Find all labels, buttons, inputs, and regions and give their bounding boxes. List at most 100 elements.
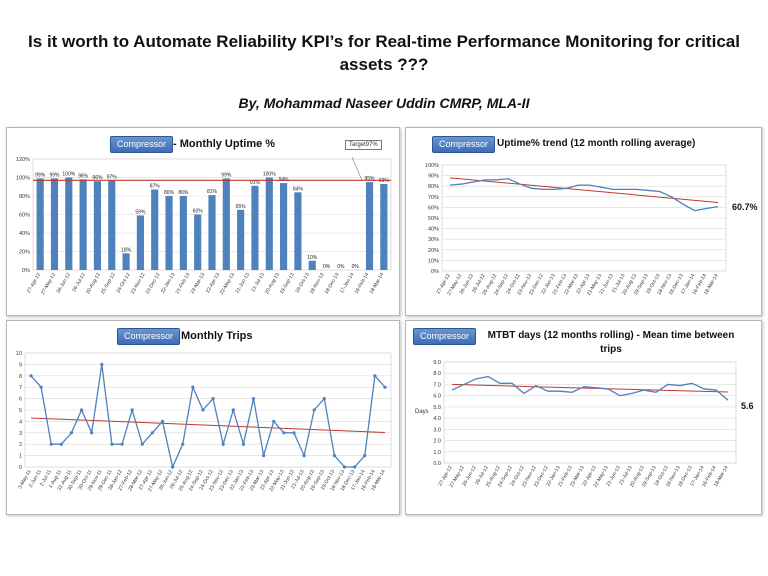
bar-data-label: 84% [293, 186, 304, 192]
uptime-bar [179, 196, 187, 270]
bar-data-label: 18% [121, 247, 132, 253]
data-point [201, 408, 205, 412]
y-tick-label: 8 [19, 374, 22, 380]
data-point [29, 374, 33, 378]
x-tick-label: 18-Mar-14 [369, 272, 386, 295]
y-tick-label: 0% [22, 268, 30, 274]
mtbt-line-chart: 0.01.02.03.04.05.06.07.08.09.027-Apr-122… [433, 360, 737, 489]
trend-line [30, 417, 386, 433]
y-tick-label: 0.0 [433, 461, 441, 467]
data-point [211, 397, 215, 401]
y-tick-label: 120% [16, 157, 30, 163]
uptime-bar [380, 183, 388, 270]
bar-data-label: 95% [365, 176, 376, 182]
data-point [383, 385, 387, 389]
uptime-chart-panel: 0% 20% 40% 60% 80% 100% 120% 99% 99% 100% 98% 96% 97… [6, 127, 400, 316]
compressor-tag: Compressor [110, 136, 174, 153]
data-point [140, 442, 144, 446]
x-tick-label: 27-Apr-12 [26, 272, 42, 294]
y-tick-label: 0 [19, 465, 22, 471]
y-tick-label: 9 [19, 362, 22, 368]
bar-data-label: 99% [49, 172, 60, 178]
uptime-bar [194, 214, 202, 270]
data-point [363, 454, 367, 458]
y-tick-label: 40% [428, 227, 439, 233]
uptime-bar [122, 253, 130, 270]
data-point [353, 465, 357, 469]
uptime-bar [294, 192, 302, 270]
y-tick-label: 80% [428, 184, 439, 190]
x-tick-label: 26-Jun-12 [56, 272, 73, 295]
trend-line [451, 383, 729, 393]
uptime-bar [280, 183, 288, 270]
data-point [59, 442, 63, 446]
data-point [69, 431, 74, 435]
y-tick-label: 20% [19, 250, 30, 256]
data-point [221, 442, 225, 446]
data-point [130, 408, 134, 412]
bar-data-label: 0% [352, 264, 360, 270]
data-point [49, 442, 53, 446]
x-tick-label: 22-Apr-13 [205, 272, 221, 294]
y-tick-label: 1 [19, 454, 22, 460]
y-tick-label: 90% [428, 174, 439, 180]
bar-data-label: 91% [250, 180, 261, 186]
uptime-trend-line-chart: 0%10%20%30%40%50%60%70%80%90%100%27-Apr-… [425, 163, 727, 297]
data-point [373, 374, 377, 378]
bar-data-label: 10% [307, 255, 318, 261]
bar-data-label: 65% [236, 204, 247, 210]
x-tick-label: 24-Oct-12 [115, 272, 131, 294]
page-title: Is it worth to Automate Reliability KPI’… [28, 32, 740, 74]
mtbt-chart-panel: 0.0 1.0 2.0 3.0 4.0 5.0 6.0 7.0 8.0 9.0 27-Apr-12 2… [405, 320, 762, 515]
bar-data-label: 59% [135, 209, 146, 215]
trips-line-chart: 0123456789103-May-112-Jun-112-Jul-111-Au… [16, 351, 392, 493]
y-tick-label: 80% [19, 194, 30, 200]
uptime-bar [251, 185, 259, 270]
bar-data-label: 93% [379, 178, 390, 184]
uptime-bar [79, 179, 87, 270]
end-value-label: 60.7% [732, 202, 758, 212]
y-tick-label: 8.0 [433, 371, 441, 377]
y-tick-label: 20% [428, 248, 439, 254]
y-tick-label: 3 [19, 431, 22, 437]
y-tick-label: 40% [19, 231, 30, 237]
x-tick-label: 21-Jul-13 [250, 272, 266, 293]
data-point [191, 385, 195, 389]
bar-data-label: 99% [35, 172, 46, 178]
y-tick-label: 6 [19, 397, 22, 403]
series-line [451, 375, 729, 401]
bar-data-label: 0% [337, 264, 345, 270]
uptime-bar [136, 215, 144, 270]
x-tick-label: 19-Oct-13 [294, 272, 310, 294]
uptime-bar-chart: 0%20%40%60%80%100%120%99% 99% 100% 98% 96% 97… [16, 156, 392, 296]
y-tick-label: 60% [19, 213, 30, 219]
bar-data-label: 60% [193, 209, 204, 215]
data-point [241, 442, 245, 446]
x-tick-label: 21-Jun-13 [235, 272, 252, 295]
data-point [171, 465, 175, 469]
author-line: By, Mohammad Naseer Uddin CMRP, MLA-II [238, 95, 530, 111]
x-tick-label: 27-May-12 [40, 272, 57, 296]
bar-data-label: 81% [207, 189, 218, 195]
chart-title: - Monthly Uptime % [173, 138, 276, 150]
uptime-bar [237, 209, 245, 270]
series-line [30, 364, 386, 470]
chart-title: Monthly Trips [181, 330, 253, 342]
y-axis-title: Days [415, 409, 429, 415]
y-tick-label: 5.0 [433, 405, 441, 411]
uptime-bar [208, 195, 216, 270]
uptime-bar [50, 178, 59, 270]
target-callout-line [351, 156, 363, 181]
y-tick-label: 70% [428, 195, 439, 201]
chart-title: MTBT days (12 months rolling) - Mean tim… [487, 330, 735, 355]
bar-data-label: 96% [92, 175, 103, 181]
data-point [292, 431, 296, 435]
data-point [150, 431, 154, 435]
y-tick-label: 100% [425, 163, 439, 169]
data-point [251, 397, 256, 401]
data-point [312, 408, 316, 412]
uptime-bar [365, 182, 374, 270]
bar-data-label: 100% [263, 172, 276, 178]
x-tick-label: 22-May-13 [219, 272, 236, 296]
bar-data-label: 80% [178, 190, 189, 196]
